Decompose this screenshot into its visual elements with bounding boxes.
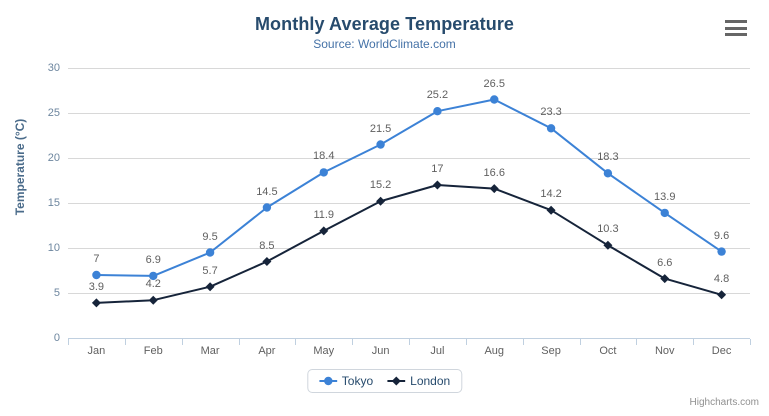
chart-subtitle: Source: WorldClimate.com	[313, 37, 456, 51]
data-point-label: 8.5	[259, 239, 275, 252]
y-axis-title: Temperature (°C)	[13, 118, 27, 216]
y-axis-tick-label: 30	[47, 62, 60, 74]
legend-symbol-diamond	[387, 376, 406, 386]
legend-item-tokyo[interactable]: Tokyo	[318, 374, 374, 388]
x-axis-tick	[68, 339, 69, 345]
x-axis-tick	[750, 339, 751, 345]
y-axis-tick-label: 25	[47, 107, 60, 119]
data-point-label: 6.9	[145, 253, 161, 266]
data-point-label: 7	[93, 253, 100, 265]
data-point-label: 14.5	[256, 185, 278, 198]
x-axis-tick	[352, 339, 354, 345]
legend-symbol-circle	[318, 376, 337, 386]
x-axis-tick-label: Apr	[258, 345, 276, 357]
x-axis-tick	[693, 339, 695, 345]
menu-bar-1	[725, 20, 747, 23]
data-point-label: 9.6	[713, 229, 730, 242]
x-axis-tick	[238, 339, 240, 345]
x-axis-tick-label: Jul	[430, 345, 445, 357]
data-point-label: 13.9	[654, 190, 676, 203]
credits-link[interactable]: Highcharts.com	[689, 397, 759, 408]
data-point-label: 9.5	[202, 230, 218, 243]
chart-title: Monthly Average Temperature	[254, 14, 515, 34]
x-axis-tick	[181, 339, 183, 345]
data-point-label: 6.6	[657, 256, 673, 269]
plot-area	[68, 68, 750, 339]
x-axis-tick-label: Aug	[484, 345, 505, 357]
x-axis-tick-label: Dec	[711, 345, 732, 357]
menu-bar-2	[725, 26, 747, 30]
x-axis-tick-label: Jun	[371, 345, 390, 357]
data-point-label: 16.6	[483, 166, 505, 179]
x-axis-tick	[579, 339, 581, 345]
x-axis-tick-label: Nov	[654, 345, 675, 357]
y-axis-tick-label: 10	[47, 242, 60, 254]
y-axis-tick-label: 0	[53, 332, 60, 344]
x-axis-tick-label: Oct	[599, 345, 617, 357]
data-point-label: 10.3	[597, 223, 619, 236]
hamburger-menu-icon[interactable]	[725, 19, 749, 37]
data-point-label: 5.7	[202, 264, 218, 277]
y-axis-labels: 0 5 10 15 20 25 30	[15, 0, 60, 416]
legend-label: London	[410, 374, 451, 388]
data-point-label: 3.9	[88, 280, 105, 293]
data-point-label: 4.8	[713, 272, 730, 285]
x-axis-line	[68, 338, 750, 339]
data-point-label: 15.2	[369, 179, 392, 192]
data-point-label: 21.5	[369, 122, 392, 135]
data-point-label: 26.5	[483, 77, 505, 90]
x-axis-tick-label: Feb	[143, 345, 163, 357]
data-point-label: 25.2	[426, 89, 449, 102]
x-axis-tick	[409, 339, 410, 345]
x-axis-tick-label: Sep	[541, 345, 561, 357]
y-axis-tick-label: 15	[47, 197, 60, 209]
gridline	[68, 248, 750, 249]
x-axis-tick-label: Jan	[87, 345, 106, 357]
gridline	[68, 68, 750, 69]
x-axis-tick	[522, 339, 524, 345]
x-axis-tick	[295, 339, 297, 345]
x-axis-tick	[465, 339, 467, 345]
legend-label: Tokyo	[341, 374, 374, 388]
y-axis-tick-label: 20	[47, 152, 60, 164]
gridline	[68, 158, 750, 159]
menu-bar-3	[725, 33, 747, 36]
gridline	[68, 203, 750, 204]
x-axis-tick-label: May	[313, 345, 335, 357]
x-axis-tick-label: Mar	[200, 345, 220, 357]
x-axis-tick	[636, 339, 638, 345]
data-point-label: 23.3	[540, 106, 562, 119]
data-point-label: 4.2	[145, 278, 161, 291]
legend-item-london[interactable]: London	[387, 374, 450, 388]
data-point-label: 18.4	[313, 150, 335, 163]
gridline	[68, 293, 750, 294]
y-axis-tick-label: 5	[53, 287, 60, 299]
data-point-label: 11.9	[313, 208, 335, 221]
x-axis-tick	[124, 339, 126, 345]
data-point-label: 18.3	[597, 151, 619, 164]
data-point-label: 14.2	[540, 188, 562, 201]
chart-legend: Tokyo London	[306, 369, 463, 393]
gridline	[68, 113, 750, 114]
data-point-label: 17	[431, 163, 444, 175]
